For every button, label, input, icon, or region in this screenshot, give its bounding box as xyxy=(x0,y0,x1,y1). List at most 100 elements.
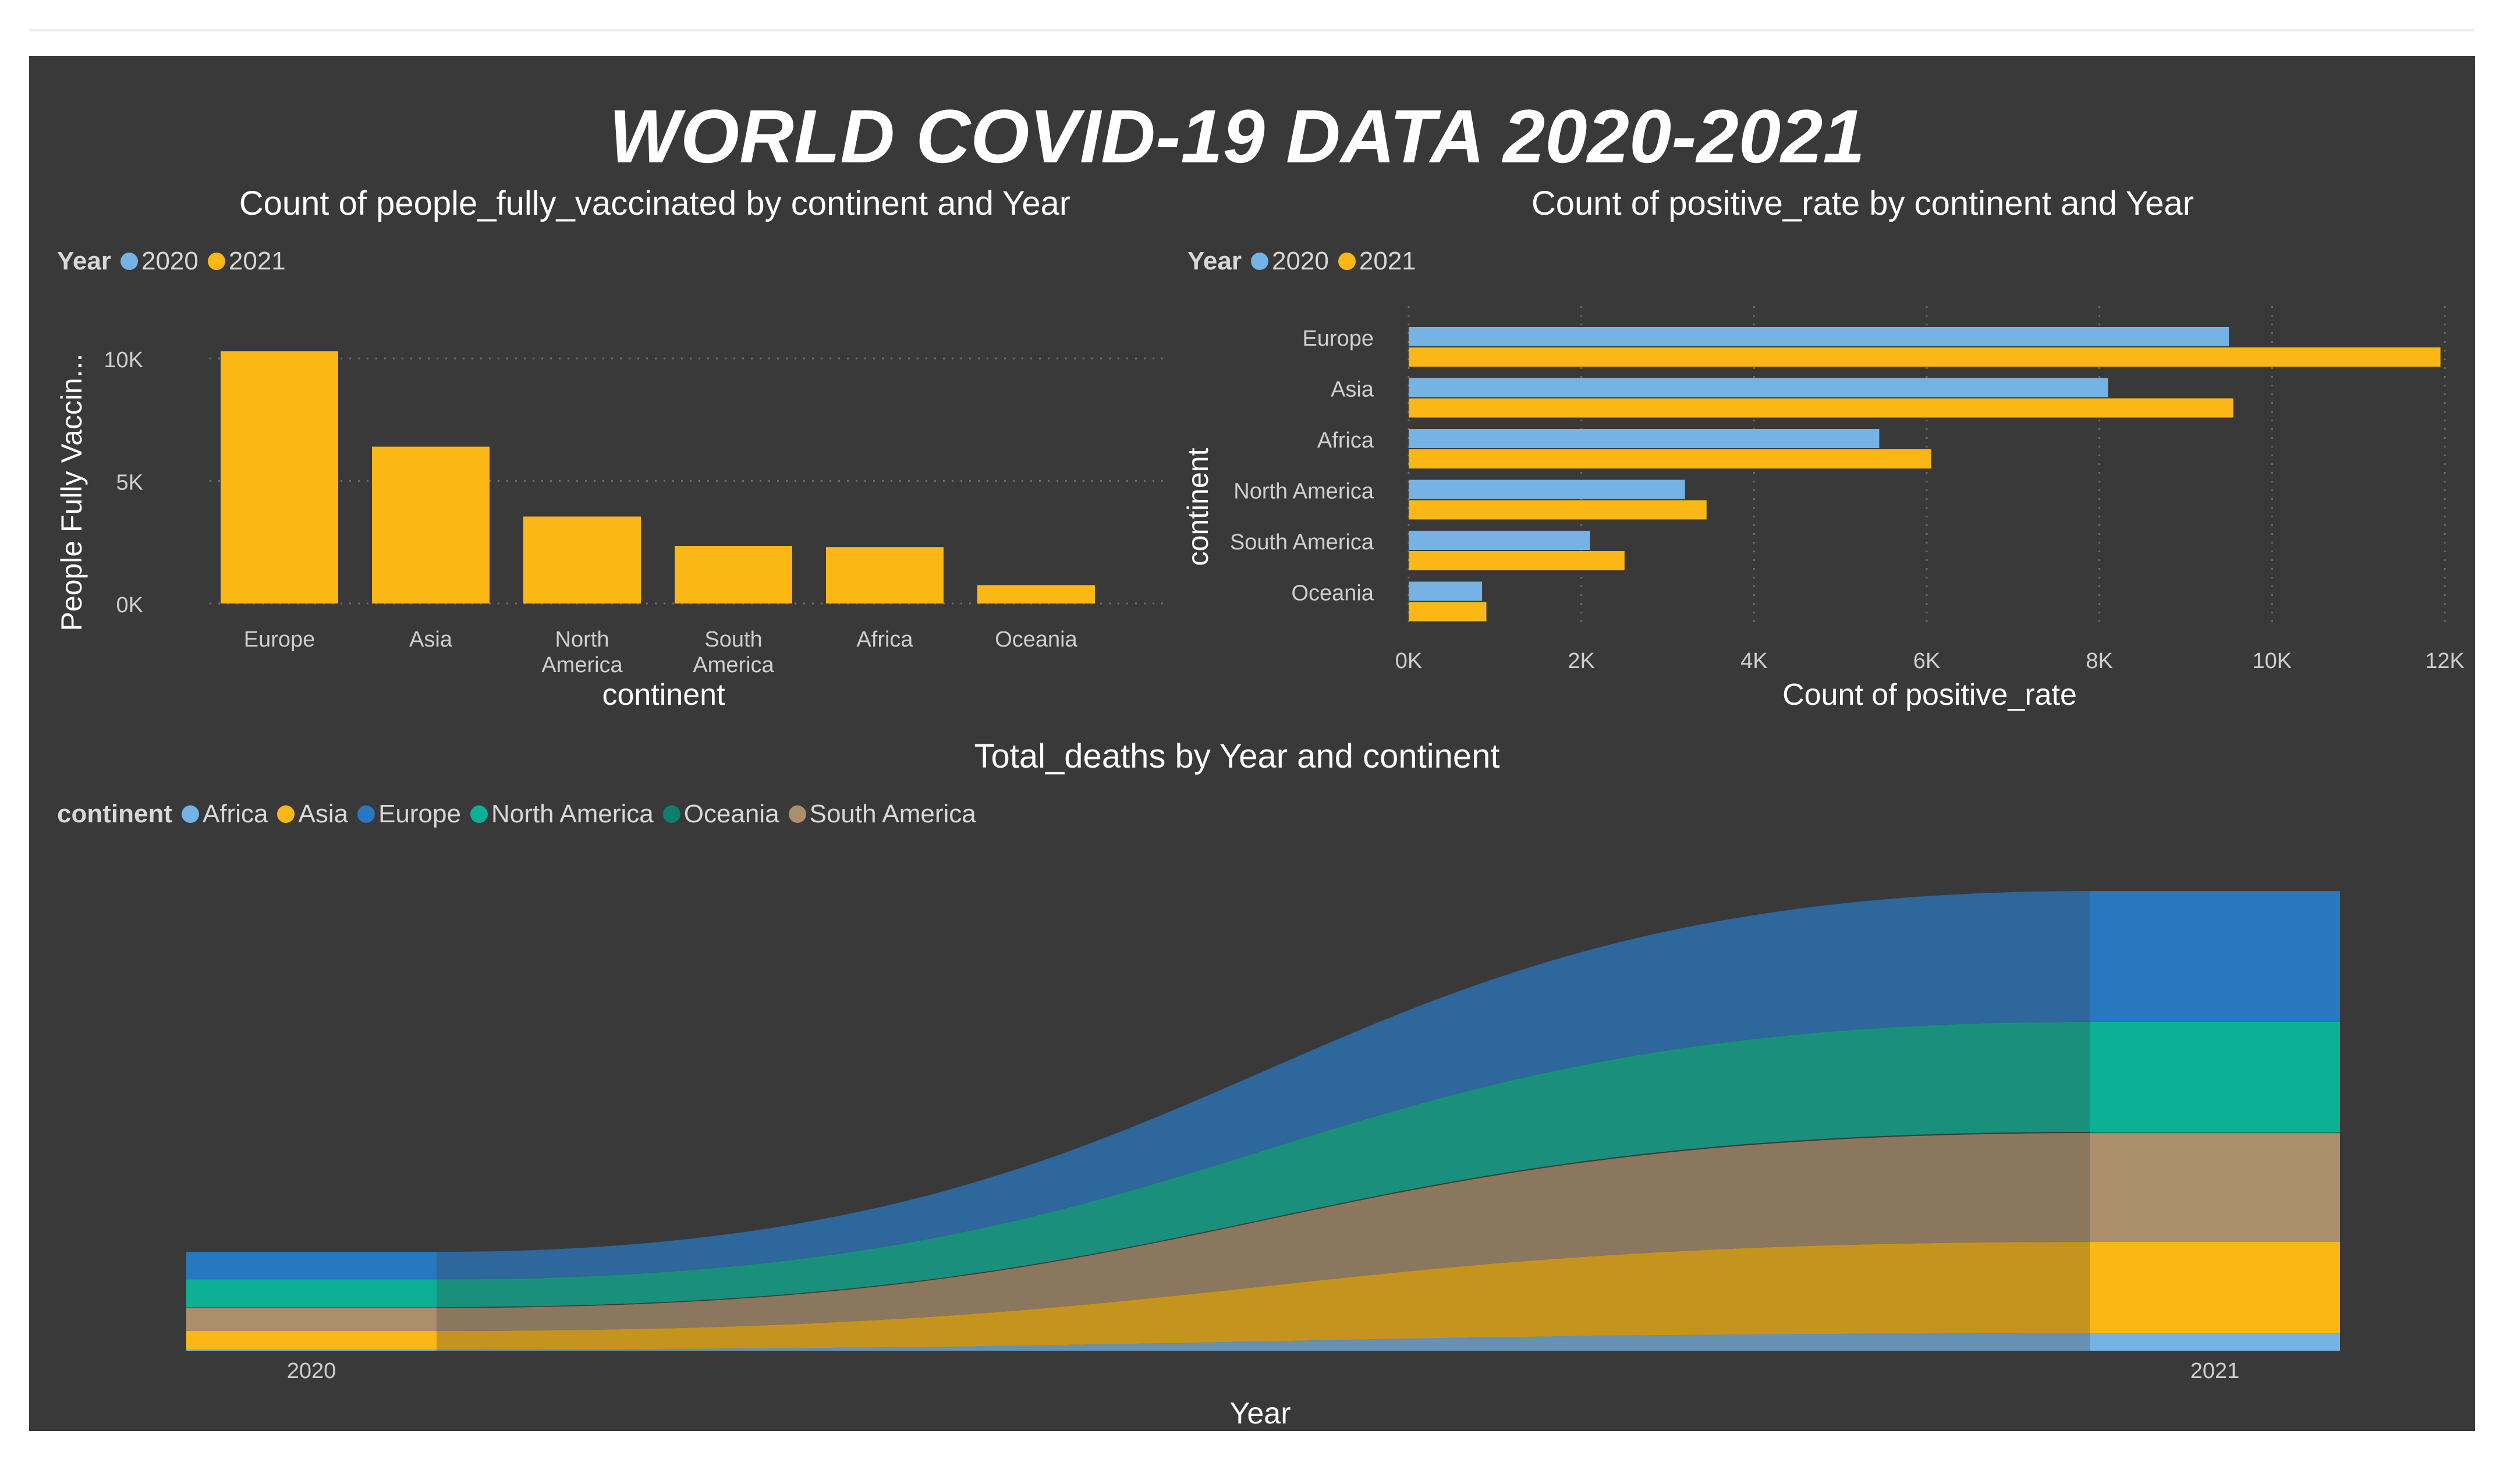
ribbon-asia xyxy=(437,1242,2090,1350)
bar-europe-2021 xyxy=(1409,347,2441,367)
bar-oceania-2021 xyxy=(1409,602,1487,622)
y-tick-labels: 0K 5K 10K xyxy=(104,348,143,617)
x-tick-label: North America xyxy=(541,627,623,677)
bar-north-america-2020 xyxy=(1409,480,1685,499)
bar-south-america-2020 xyxy=(1409,531,1590,550)
legend-label: 2020 xyxy=(141,247,198,275)
legend-swatch xyxy=(1250,253,1268,270)
bar-asia-2021 xyxy=(1409,398,2233,418)
deaths-chart-title: Total_deaths by Year and continent xyxy=(974,737,1500,775)
x-tick-label: 2020 xyxy=(287,1359,336,1383)
bar-europe-2020 xyxy=(1409,327,2229,346)
bar-north-america-2021 xyxy=(523,516,641,603)
legend-item-asia[interactable]: Asia xyxy=(277,800,348,829)
x-tick-label: 0K xyxy=(1395,649,1422,673)
ribbon-south-america xyxy=(437,1133,2090,1332)
x-tick-labels: 2020 2021 xyxy=(287,1359,2240,1383)
segment-2020-north-america xyxy=(186,1279,437,1307)
legend-item-europe[interactable]: Europe xyxy=(357,800,461,829)
segment-2021-north-america xyxy=(2090,1021,2340,1132)
legend-label: Africa xyxy=(202,800,268,828)
dashboard-title: WORLD COVID-19 DATA 2020-2021 xyxy=(609,93,1865,179)
legend-item-south-america[interactable]: South America xyxy=(788,800,976,829)
segment-2021-europe xyxy=(2090,891,2340,1022)
legend-item-north-america[interactable]: North America xyxy=(470,800,654,829)
bar-asia-2020 xyxy=(1409,378,2108,397)
segment-2020-south-america xyxy=(186,1308,437,1332)
bar-europe-2021 xyxy=(221,351,338,603)
x-tick-label: 8K xyxy=(2086,649,2112,673)
vaccinated-chart-title: Count of people_fully_vaccinated by cont… xyxy=(239,184,1071,222)
x-tick-label: South America xyxy=(693,627,774,677)
page-top-divider xyxy=(29,29,2474,31)
x-tick-label: 4K xyxy=(1740,649,1767,673)
x-tick-labels: Europe Asia North America South America Africa… xyxy=(244,627,1078,677)
legend-swatch xyxy=(120,253,138,270)
bar-africa-2021 xyxy=(1409,449,1931,468)
y-tick-labels: Europe Asia Africa North America South Ameri… xyxy=(1230,326,1374,606)
legend-item-2020[interactable]: 2020 xyxy=(120,247,198,276)
segment-2020-oceania xyxy=(186,1307,437,1308)
bar-africa-2020 xyxy=(1409,429,1880,448)
legend-item-oceania[interactable]: Oceania xyxy=(662,800,779,829)
y-tick-label: North America xyxy=(1233,480,1374,504)
legend-title: Year xyxy=(1187,247,1242,275)
x-tick-label: 6K xyxy=(1913,649,1940,673)
positive-rate-bar-chart[interactable]: Europe Asia Africa North America South Ameri… xyxy=(29,56,2475,772)
x-axis-title: Count of positive_rate xyxy=(1782,678,2077,712)
x-tick-label: 2K xyxy=(1568,649,1594,673)
legend-label: 2021 xyxy=(1359,247,1416,275)
bar-asia-2021 xyxy=(372,446,490,603)
x-tick-label: 2021 xyxy=(2190,1359,2240,1383)
legend-swatch xyxy=(662,805,680,823)
x-tick-label: 10K xyxy=(2253,649,2292,673)
segment-2020-africa xyxy=(186,1349,437,1351)
x-tick-label: Oceania xyxy=(995,627,1077,652)
legend-item-2020[interactable]: 2020 xyxy=(1250,247,1329,276)
x-tick-labels: 0K 2K 4K 6K 8K 10K 12K xyxy=(1395,649,2465,673)
y-tick-label: South America xyxy=(1230,530,1374,555)
legend-title: Year xyxy=(57,247,111,275)
legend-swatch xyxy=(277,805,295,823)
bars xyxy=(1409,327,2441,622)
bar-north-america-2021 xyxy=(1409,500,1707,520)
segment-2021-asia xyxy=(2090,1242,2340,1334)
deaths-ribbon-chart[interactable]: 2020 2021 Year xyxy=(29,56,2475,1431)
legend-item-2021[interactable]: 2021 xyxy=(207,247,286,276)
y-tick-label: Europe xyxy=(1302,326,1374,351)
x-tick-label: Asia xyxy=(409,627,453,652)
vaccinated-column-chart[interactable]: 0K 5K 10K Europe Asia North America South Ameri… xyxy=(29,56,1281,772)
deaths-chart-legend: continent Africa Asia Europe North Ameri… xyxy=(57,800,985,829)
segment-2020-europe xyxy=(186,1252,437,1280)
x-tick-label: Europe xyxy=(244,627,315,652)
positive-rate-chart-title: Count of positive_rate by continent and … xyxy=(1531,184,2194,222)
bar-south-america-2021 xyxy=(1409,551,1625,570)
stacked-columns xyxy=(186,891,2340,1351)
legend-label: 2021 xyxy=(228,247,286,275)
segment-2021-oceania xyxy=(2090,1131,2340,1134)
segment-2020-asia xyxy=(186,1331,437,1350)
y-axis-title: People Fully Vaccin... xyxy=(55,353,88,631)
legend-item-2021[interactable]: 2021 xyxy=(1338,247,1416,276)
x-axis-title: continent xyxy=(602,678,725,712)
legend-title: continent xyxy=(57,800,172,828)
y-tick-label: 0K xyxy=(116,593,143,617)
y-tick-label: 10K xyxy=(104,348,143,372)
ribbon-africa xyxy=(437,1333,2090,1351)
ribbon-north-america xyxy=(437,1021,2090,1307)
legend-label: South America xyxy=(809,800,976,828)
legend-label: North America xyxy=(491,800,654,828)
dashboard-canvas: WORLD COVID-19 DATA 2020-2021 Count of p… xyxy=(29,56,2475,1431)
segment-2021-africa xyxy=(2090,1333,2340,1351)
legend-item-africa[interactable]: Africa xyxy=(181,800,268,829)
legend-swatch xyxy=(470,805,488,823)
vaccinated-chart-legend: Year 2020 2021 xyxy=(57,247,295,276)
bar-oceania-2020 xyxy=(1409,581,1483,601)
legend-swatch xyxy=(1338,253,1356,270)
y-tick-label: Asia xyxy=(1331,378,1374,402)
bar-africa-2021 xyxy=(826,547,944,603)
legend-swatch xyxy=(357,805,375,823)
legend-label: 2020 xyxy=(1271,247,1329,275)
legend-label: Europe xyxy=(378,800,461,828)
legend-label: Asia xyxy=(298,800,349,828)
